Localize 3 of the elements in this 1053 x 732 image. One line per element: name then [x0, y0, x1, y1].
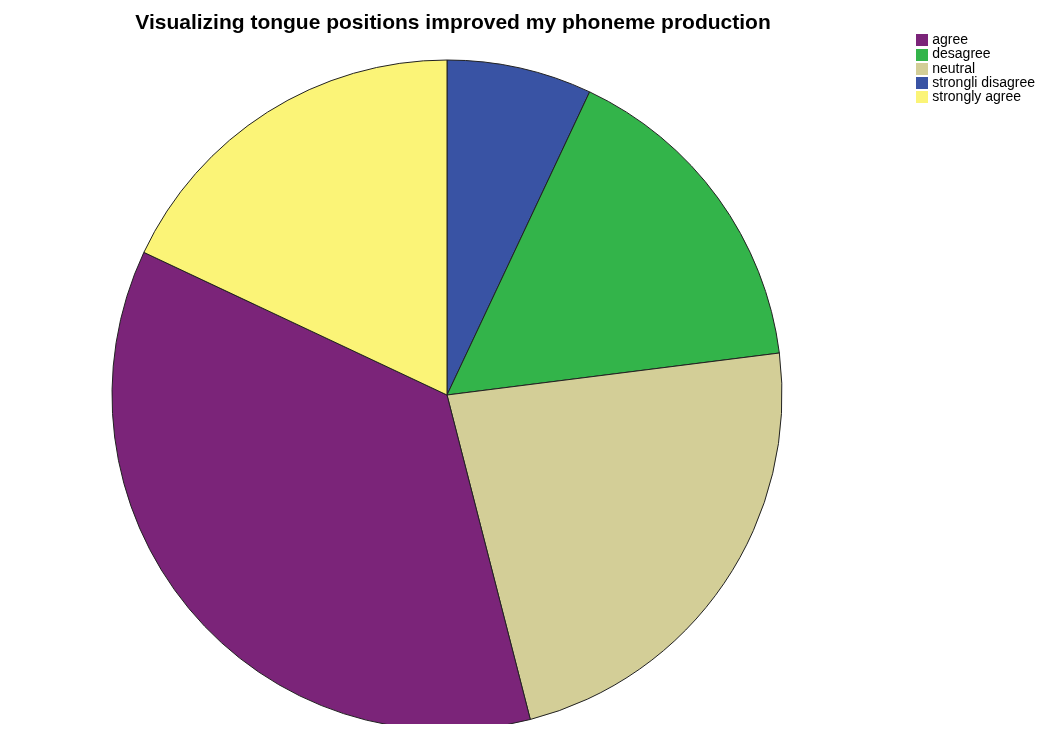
- legend-label: agree: [932, 31, 969, 47]
- legend-label: strongli disagree: [932, 73, 1035, 90]
- chart-title: Visualizing tongue positions improved my phoneme production: [134, 10, 772, 34]
